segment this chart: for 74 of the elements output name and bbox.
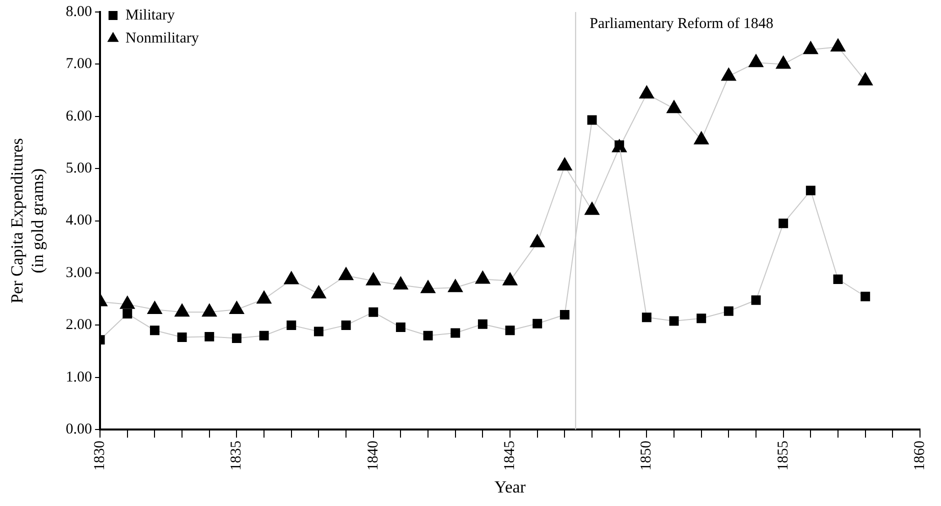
y-tick-label: 7.00 [66, 56, 92, 72]
x-tick-label: 1840 [365, 440, 382, 471]
point [450, 328, 460, 338]
point [721, 68, 736, 81]
point [368, 307, 378, 317]
point [778, 218, 788, 228]
x-tick-label: 1850 [638, 440, 655, 471]
point [150, 326, 160, 336]
y-tick-label: 5.00 [66, 160, 92, 177]
legend-label: Military [126, 7, 176, 24]
point [202, 304, 217, 317]
point [557, 157, 572, 170]
point [530, 234, 545, 248]
x-tick-label: 1835 [228, 440, 245, 471]
point [858, 72, 873, 86]
y-tick-label: 0.00 [66, 422, 92, 438]
point [830, 38, 846, 52]
y-tick-label: 3.00 [66, 264, 92, 281]
point [696, 314, 706, 324]
point [122, 308, 132, 318]
point [724, 306, 734, 316]
point [256, 290, 272, 304]
y-tick-label: 1.00 [66, 369, 92, 386]
legend-label: Nonmilitary [126, 30, 200, 46]
point [229, 301, 244, 314]
point [806, 186, 816, 196]
y-tick-label: 4.00 [66, 212, 92, 229]
y-tick-label: 2.00 [66, 317, 92, 334]
point [833, 274, 843, 284]
point [147, 301, 162, 314]
point [694, 131, 709, 144]
point [393, 276, 408, 290]
point [423, 330, 433, 340]
point [776, 56, 791, 69]
point [177, 332, 187, 342]
point [366, 272, 381, 286]
point [232, 334, 242, 343]
point [560, 310, 570, 320]
x-tick-label: 1830 [92, 440, 108, 471]
point [505, 326, 515, 336]
point [666, 100, 682, 114]
point [642, 312, 652, 322]
point [532, 318, 542, 328]
point [860, 292, 870, 302]
point [748, 54, 764, 68]
point [502, 272, 518, 286]
point [174, 304, 190, 317]
x-tick-label: 1845 [502, 440, 518, 471]
point [311, 285, 326, 298]
point [284, 271, 299, 284]
point [584, 202, 600, 215]
point [669, 316, 679, 326]
point [259, 330, 269, 340]
ref-line-label: Parliamentary Reform of 1848 [590, 16, 774, 32]
point [751, 295, 761, 305]
point [396, 322, 406, 332]
point [120, 296, 135, 309]
point [338, 267, 354, 280]
point [341, 320, 351, 330]
point [639, 85, 654, 98]
x-tick-label: 1855 [775, 440, 792, 471]
y-tick-label: 6.00 [66, 108, 92, 124]
y-tick-label: 8.00 [66, 4, 92, 20]
point [475, 270, 490, 284]
point [204, 332, 214, 342]
x-axis-title: Year [494, 477, 526, 496]
point [420, 280, 436, 294]
point [803, 41, 818, 54]
y-axis-title: Per Capita Expenditures (in gold grams) [8, 138, 48, 304]
point [448, 279, 463, 292]
x-tick-label: 1860 [912, 440, 928, 471]
point [314, 326, 324, 336]
point [286, 320, 296, 330]
point [478, 319, 488, 329]
